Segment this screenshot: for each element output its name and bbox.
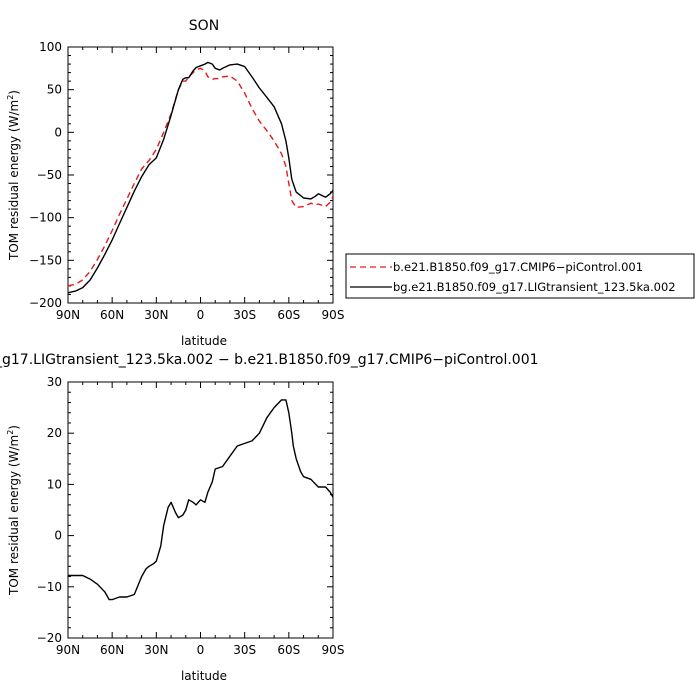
- top-x-tick-label: 30S: [233, 308, 256, 322]
- bottom-x-tick-label: 30N: [144, 643, 168, 657]
- top-x-tick-label: 30N: [144, 308, 168, 322]
- top-y-tick-label: −50: [37, 168, 62, 182]
- bottom-y-tick-label: 30: [47, 375, 62, 389]
- bottom-x-axis-label: latitude: [181, 669, 227, 683]
- top-chart-title: SON: [189, 18, 219, 34]
- bottom-x-tick-label: 60N: [100, 643, 124, 657]
- bottom-x-tick-label: 90S: [322, 643, 345, 657]
- top-y-tick-label: −100: [29, 211, 62, 225]
- top-y-tick-label: 0: [54, 125, 62, 139]
- top-y-tick-label: −200: [29, 296, 62, 310]
- bottom-plot-frame: [67, 381, 334, 639]
- top-panel: SON 90N 60N 30N 0 30S 60S 90S 100 50 0 −50 −100 −150…: [6, 18, 695, 348]
- top-x-tick-label: 60S: [277, 308, 300, 322]
- bottom-y-tick-label: 0: [54, 529, 62, 543]
- top-y-tick-label: −150: [29, 253, 62, 267]
- top-x-tick-label: 90N: [56, 308, 80, 322]
- top-series-line-2: [68, 61, 333, 294]
- top-plot-frame: [67, 46, 334, 304]
- top-y-tick-label: 100: [39, 40, 62, 54]
- bottom-y-tick-label: −20: [37, 631, 62, 645]
- bottom-chart-title: bg.e21.B1850.f09_g17.LIGtransient_123.5k…: [0, 352, 539, 368]
- top-x-tick-label: 0: [197, 308, 205, 322]
- bottom-panel: bg.e21.B1850.f09_g17.LIGtransient_123.5k…: [0, 352, 539, 683]
- bottom-series-line-1: [68, 399, 333, 601]
- top-series-line-1: [68, 67, 333, 287]
- top-y-axis-label: TOM residual energy (W/m2): [6, 90, 21, 261]
- top-legend: b.e21.B1850.f09_g17.CMIP6−piControl.001 …: [345, 253, 695, 299]
- bottom-y-tick-label: 10: [47, 477, 62, 491]
- top-y-tick-label: 50: [47, 83, 62, 97]
- bottom-y-axis-label: TOM residual energy (W/m2): [6, 425, 21, 596]
- legend-entry-series-2: bg.e21.B1850.f09_g17.LIGtransient_123.5k…: [393, 280, 676, 294]
- bottom-y-tick-label: 20: [47, 426, 62, 440]
- legend-entry-series-1: b.e21.B1850.f09_g17.CMIP6−piControl.001: [393, 260, 643, 274]
- top-x-axis-label: latitude: [181, 334, 227, 348]
- legend-box: [345, 253, 695, 299]
- bottom-x-tick-label: 0: [197, 643, 205, 657]
- bottom-y-tick-label: −10: [37, 580, 62, 594]
- bottom-x-tick-label: 90N: [56, 643, 80, 657]
- top-x-tick-label: 60N: [100, 308, 124, 322]
- top-x-tick-label: 90S: [322, 308, 345, 322]
- bottom-x-tick-label: 60S: [277, 643, 300, 657]
- bottom-x-tick-label: 30S: [233, 643, 256, 657]
